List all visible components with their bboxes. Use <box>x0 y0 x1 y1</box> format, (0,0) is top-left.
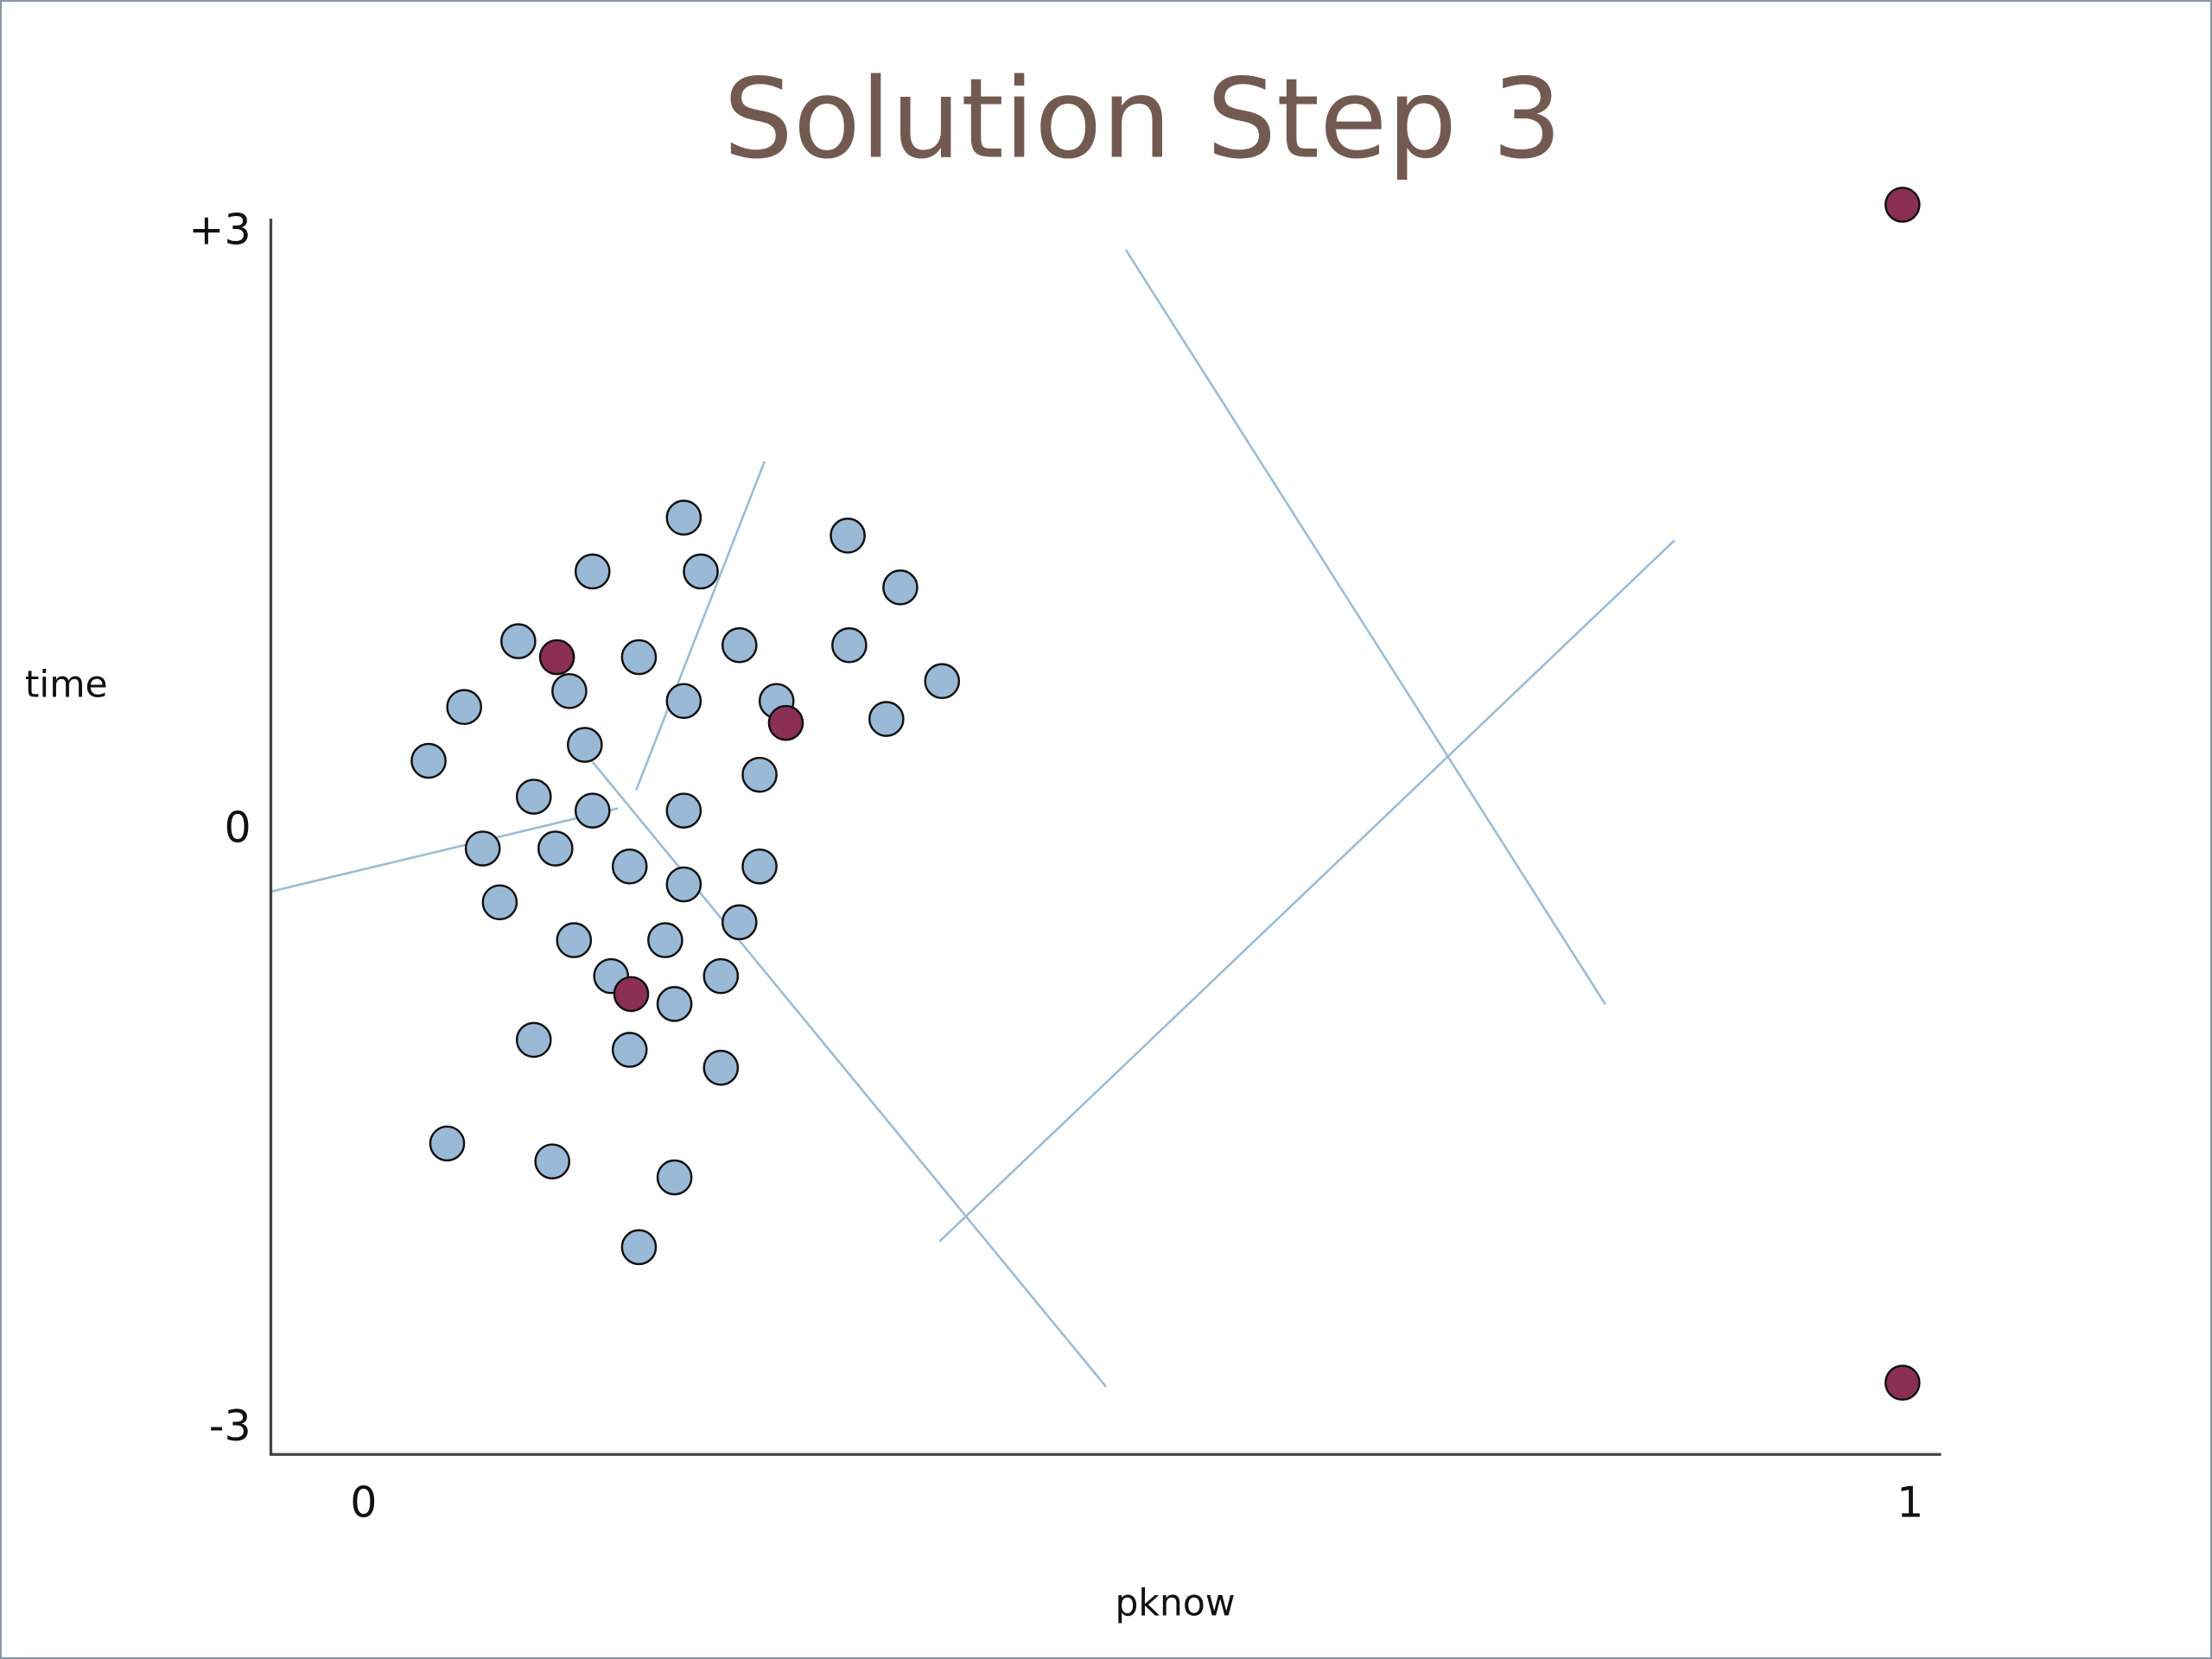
boundary-line <box>635 461 766 791</box>
point <box>500 623 537 659</box>
point <box>515 779 552 815</box>
point <box>721 626 758 664</box>
point <box>1884 1364 1921 1402</box>
point <box>551 672 588 709</box>
point <box>665 499 702 536</box>
x-axis-label: pknow <box>1115 1582 1235 1624</box>
point <box>611 1032 648 1068</box>
point <box>611 848 648 885</box>
point <box>882 569 918 606</box>
y-tick-label: 0 <box>224 804 251 853</box>
point <box>702 1049 740 1086</box>
point <box>665 866 702 903</box>
point <box>665 683 702 720</box>
point <box>620 639 658 676</box>
point <box>665 792 702 829</box>
point <box>741 848 778 885</box>
point <box>429 1125 466 1162</box>
point <box>656 986 693 1022</box>
point <box>446 689 483 726</box>
x-tick-label: 1 <box>1897 1478 1923 1528</box>
x-tick-label: 0 <box>350 1478 377 1528</box>
boundary-line <box>1124 249 1607 1006</box>
point <box>830 518 866 554</box>
point <box>613 976 650 1013</box>
point <box>515 1021 552 1058</box>
point <box>464 830 501 867</box>
point <box>556 922 593 958</box>
point <box>767 704 804 741</box>
point <box>647 922 683 958</box>
boundary-line <box>938 539 1675 1243</box>
point <box>868 701 905 737</box>
boundary-line <box>270 807 619 893</box>
y-axis-label: time <box>25 664 108 707</box>
point <box>1884 187 1921 223</box>
point <box>702 957 740 995</box>
point <box>656 1159 693 1196</box>
axes <box>269 219 1942 1456</box>
point <box>831 626 868 664</box>
point <box>538 639 575 676</box>
point <box>410 742 447 779</box>
chart-title: Solution Step 3 <box>723 56 1562 184</box>
point <box>574 792 611 829</box>
point <box>574 553 611 590</box>
point <box>683 553 719 590</box>
boundaries <box>270 249 1675 1388</box>
boundary-line <box>591 760 1108 1388</box>
point <box>924 663 961 700</box>
point <box>481 884 518 921</box>
point <box>566 727 603 763</box>
y-tick-label: -3 <box>209 1402 251 1451</box>
point <box>537 830 574 867</box>
point <box>741 756 778 793</box>
point <box>534 1143 571 1179</box>
y-tick-label: +3 <box>188 206 251 255</box>
point <box>721 904 758 941</box>
point <box>620 1229 658 1266</box>
